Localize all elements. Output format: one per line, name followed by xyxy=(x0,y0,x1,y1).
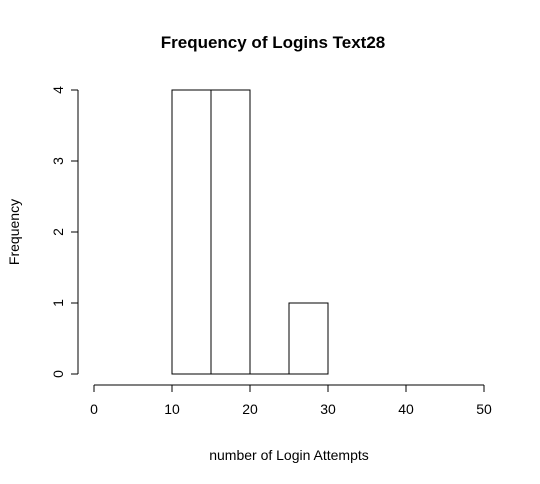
x-tick-label: 30 xyxy=(320,401,336,417)
x-tick-label: 10 xyxy=(164,401,180,417)
y-tick-label: 4 xyxy=(50,86,66,94)
histogram-bar-0 xyxy=(171,89,212,375)
chart-title: Frequency of Logins Text28 xyxy=(161,33,386,52)
y-axis: 0 1 2 3 4 xyxy=(50,86,79,378)
y-tick-label: 0 xyxy=(50,370,66,378)
x-tick-label: 0 xyxy=(90,401,98,417)
x-axis: 0 10 20 30 40 50 xyxy=(90,384,492,417)
histogram-bar-3 xyxy=(288,302,329,375)
x-tick-label: 40 xyxy=(398,401,414,417)
y-tick-label: 2 xyxy=(50,228,66,236)
y-tick-label: 1 xyxy=(50,299,66,307)
x-tick-label: 20 xyxy=(242,401,258,417)
bars-group xyxy=(171,89,329,375)
histogram-bar-1 xyxy=(210,89,251,375)
x-axis-label: number of Login Attempts xyxy=(209,447,369,463)
x-tick-label: 50 xyxy=(476,401,492,417)
y-tick-label: 3 xyxy=(50,157,66,165)
y-axis-label: Frequency xyxy=(6,199,22,265)
